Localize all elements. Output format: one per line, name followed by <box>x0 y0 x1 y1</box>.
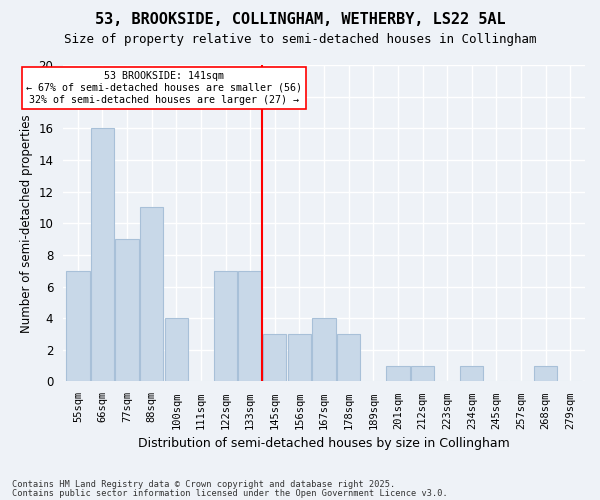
Text: Contains HM Land Registry data © Crown copyright and database right 2025.: Contains HM Land Registry data © Crown c… <box>12 480 395 489</box>
Bar <box>238 270 262 382</box>
Bar <box>263 334 286 382</box>
Bar <box>411 366 434 382</box>
Bar <box>140 208 163 382</box>
Bar <box>288 334 311 382</box>
Bar <box>164 318 188 382</box>
Bar <box>460 366 484 382</box>
X-axis label: Distribution of semi-detached houses by size in Collingham: Distribution of semi-detached houses by … <box>138 437 510 450</box>
Bar <box>313 318 336 382</box>
Bar <box>115 239 139 382</box>
Text: Contains public sector information licensed under the Open Government Licence v3: Contains public sector information licen… <box>12 489 448 498</box>
Text: 53, BROOKSIDE, COLLINGHAM, WETHERBY, LS22 5AL: 53, BROOKSIDE, COLLINGHAM, WETHERBY, LS2… <box>95 12 505 28</box>
Bar <box>91 128 114 382</box>
Text: Size of property relative to semi-detached houses in Collingham: Size of property relative to semi-detach… <box>64 32 536 46</box>
Bar <box>534 366 557 382</box>
Bar <box>337 334 361 382</box>
Bar <box>66 270 89 382</box>
Y-axis label: Number of semi-detached properties: Number of semi-detached properties <box>20 114 33 332</box>
Bar <box>386 366 410 382</box>
Text: 53 BROOKSIDE: 141sqm
← 67% of semi-detached houses are smaller (56)
32% of semi-: 53 BROOKSIDE: 141sqm ← 67% of semi-detac… <box>26 72 302 104</box>
Bar <box>214 270 237 382</box>
